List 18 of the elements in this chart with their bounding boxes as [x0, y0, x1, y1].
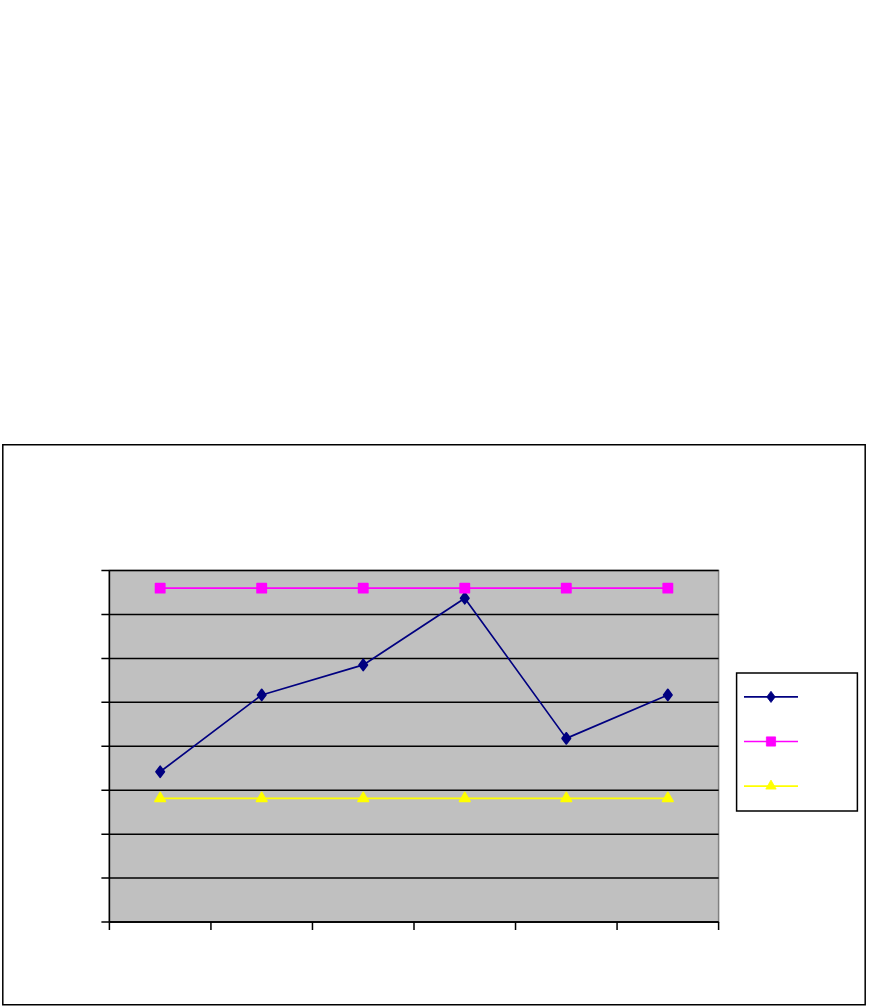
point [459, 591, 470, 605]
point [154, 582, 166, 594]
point [357, 791, 370, 803]
point [662, 582, 674, 594]
point [560, 582, 572, 594]
point [154, 791, 167, 803]
point [256, 688, 267, 702]
point [256, 582, 268, 594]
point [561, 731, 572, 745]
point [661, 791, 674, 803]
point [459, 582, 471, 594]
point [155, 765, 166, 779]
point [357, 582, 369, 594]
point [560, 791, 573, 803]
point [662, 688, 673, 702]
point [458, 791, 471, 803]
point [358, 658, 369, 672]
point [255, 791, 268, 803]
